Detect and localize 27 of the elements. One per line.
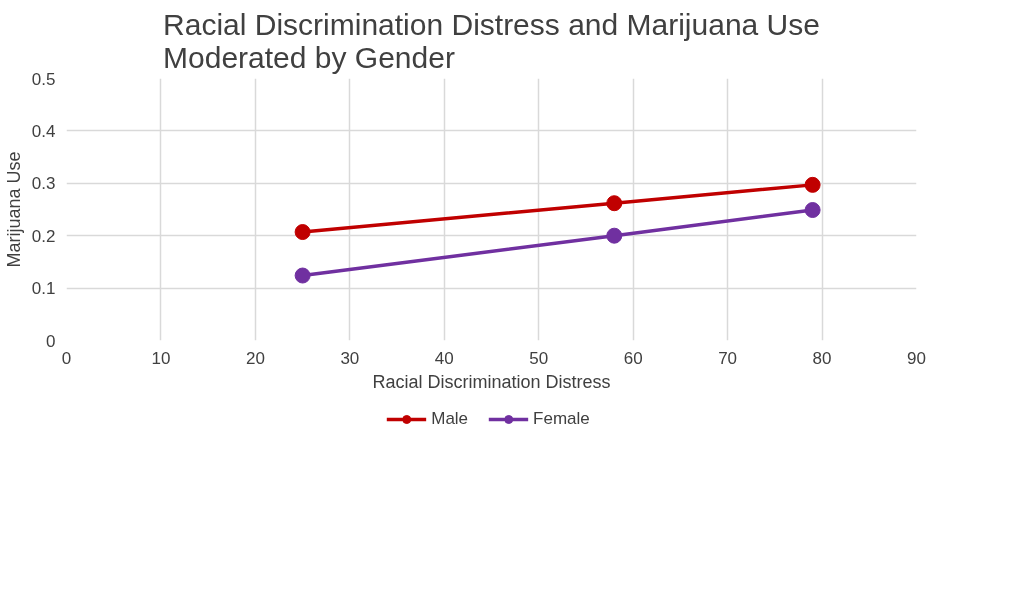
legend-label: Female [533, 409, 590, 429]
x-tick-label: 50 [529, 348, 549, 368]
point [606, 227, 623, 244]
x-tick-label: 70 [718, 348, 738, 368]
x-tick-label: 20 [245, 348, 265, 368]
x-tick-label: 90 [907, 348, 926, 368]
y-tick-label: 0.1 [31, 279, 56, 299]
y-tick-label: 0.2 [31, 226, 56, 246]
point [606, 195, 623, 212]
chart-title: Racial Discrimination Distress and Marijuana Use Moderated by Gender [163, 7, 820, 74]
y-axis-title: Marijuana Use [3, 151, 24, 268]
point [294, 267, 311, 284]
x-tick-label: 10 [151, 348, 171, 368]
x-axis-title: Racial Discrimination Distress [372, 371, 611, 392]
y-tick-label: 0 [46, 331, 56, 351]
x-tick-label: 30 [340, 348, 360, 368]
point [804, 202, 821, 219]
y-tick-label: 0.4 [31, 121, 56, 141]
x-tick-label: 0 [61, 348, 72, 368]
x-tick-label: 40 [434, 348, 454, 368]
point [294, 224, 311, 241]
legend-label: Male [431, 409, 469, 429]
y-tick-label: 0.3 [31, 174, 56, 194]
point [804, 176, 821, 193]
y-tick-label: 0.5 [31, 69, 56, 89]
x-tick-label: 80 [812, 348, 832, 368]
x-tick-label: 60 [623, 348, 643, 368]
